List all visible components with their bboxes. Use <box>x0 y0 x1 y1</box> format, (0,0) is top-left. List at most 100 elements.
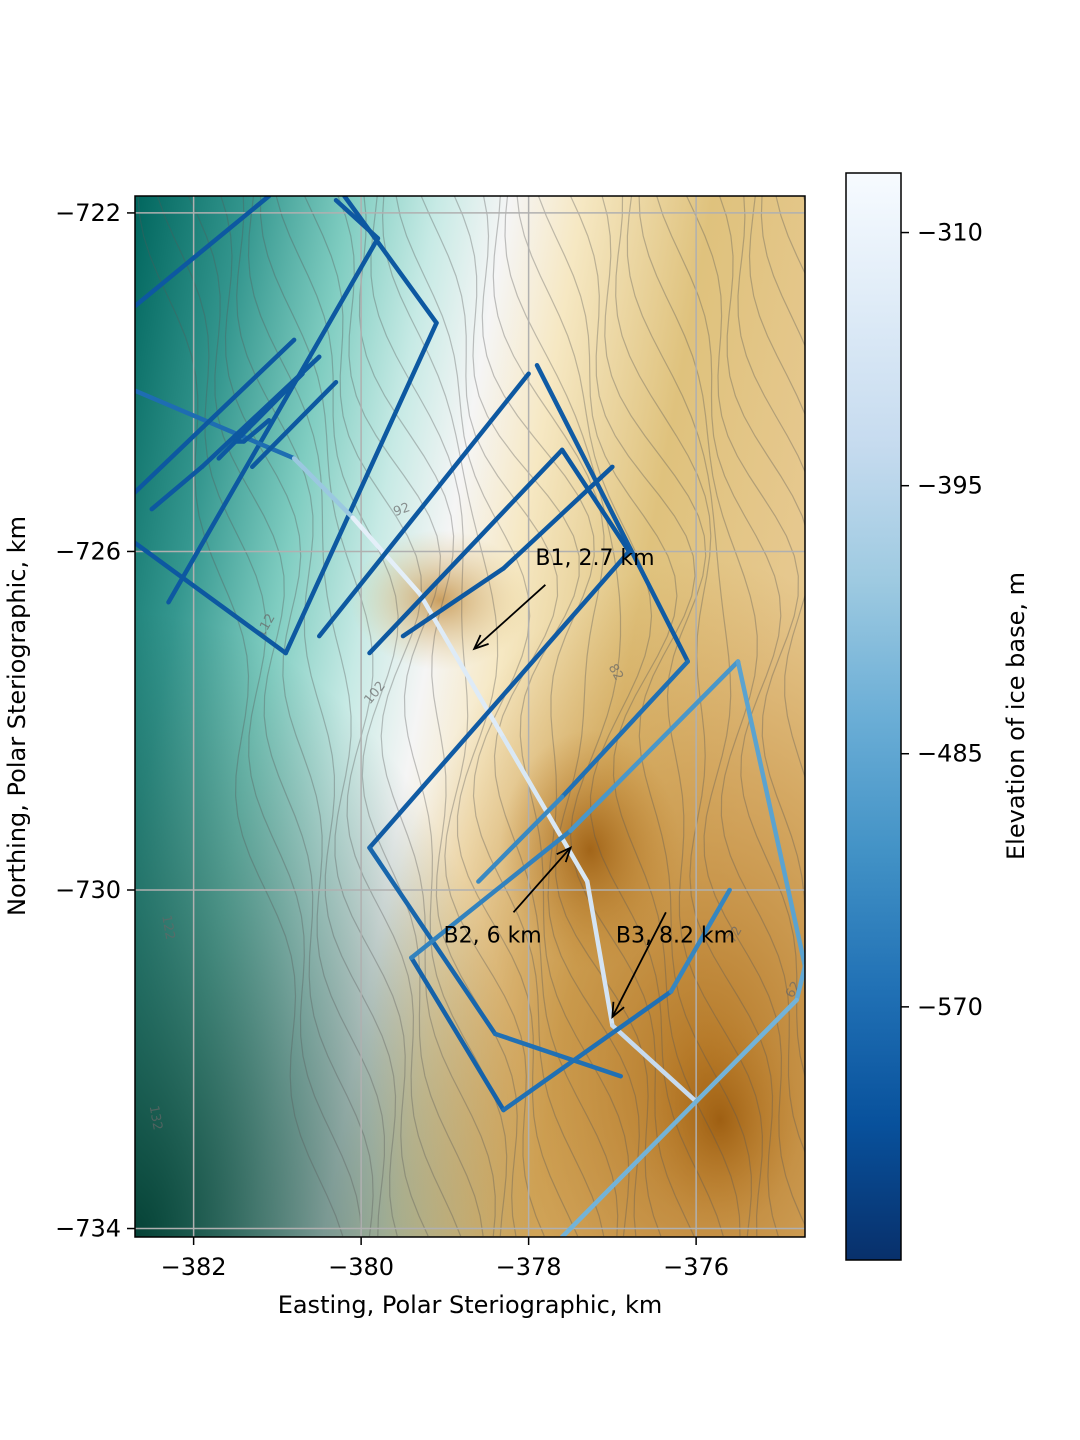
flight-line-segment <box>135 540 288 656</box>
flight-line-segment <box>568 659 741 834</box>
flight-line-segment <box>794 963 805 1003</box>
colorbar: −310 −395 −485 −570 Elevation of ice base, … <box>845 172 1030 1261</box>
x-tick-label: −376 <box>663 1253 729 1281</box>
contour-line <box>137 196 344 1237</box>
flight-line-segment <box>585 879 615 1028</box>
annotations: B1, 2.7 km B2, 6 km B3, 8.2 km <box>444 546 735 1019</box>
flight-line <box>317 371 531 639</box>
flight-line-segment <box>668 887 732 994</box>
flight-line-segment <box>559 1099 699 1237</box>
contour-line <box>569 196 752 1237</box>
flight-line-segment <box>166 236 381 605</box>
flight-line <box>367 447 565 656</box>
contour-line <box>481 196 640 1237</box>
colorbar-tick-label: −395 <box>917 472 983 500</box>
x-axis-ticks: −382 −380 −378 −376 <box>161 1237 729 1281</box>
flight-line-segment <box>559 659 690 800</box>
flight-line <box>135 196 439 656</box>
contour-line <box>247 196 429 1237</box>
flight-line-segment <box>135 388 297 461</box>
flight-line <box>135 337 297 495</box>
flight-line <box>250 379 339 470</box>
annotation-label: B1, 2.7 km <box>535 546 654 571</box>
flight-line-segment <box>283 320 439 656</box>
colorbar-frame <box>845 172 902 1261</box>
flight-line-segment <box>501 464 615 571</box>
colorbar-tick-label: −570 <box>917 993 983 1021</box>
contour-line <box>236 196 398 1237</box>
annotation-arrow-shaft <box>512 847 572 913</box>
flight-lines <box>135 196 805 1237</box>
contour-label: 92 <box>391 500 412 520</box>
y-tick-label: −726 <box>55 537 121 565</box>
x-tick-label: −380 <box>328 1253 394 1281</box>
flight-line <box>476 363 690 884</box>
flight-line-segment <box>476 794 565 884</box>
contour-line <box>537 196 741 1237</box>
contour-line <box>492 196 662 1237</box>
ridge-southeast <box>640 1010 800 1230</box>
flight-line <box>166 197 381 605</box>
flight-line-segment <box>492 1031 623 1079</box>
colorbar-tick-label: −310 <box>917 219 983 247</box>
flight-line-segment <box>241 418 272 444</box>
flight-line <box>135 196 272 309</box>
annotation-arrow-shaft <box>473 584 546 650</box>
contour-line <box>358 196 518 1237</box>
flight-line <box>233 418 272 444</box>
flight-line-segment <box>409 955 506 1113</box>
contour-line <box>686 196 805 987</box>
y-axis-ticks: −722 −726 −730 −734 <box>55 199 135 1243</box>
colorbar-label: Elevation of ice base, m <box>1002 572 1030 860</box>
flight-line-segment <box>367 447 565 656</box>
flight-line-segment <box>250 379 339 470</box>
contour-line <box>453 196 630 1237</box>
annotation-arrow-head <box>611 1001 625 1019</box>
flight-line-segment <box>610 1023 699 1104</box>
contour-line <box>337 196 508 1237</box>
annotation-label: B2, 6 km <box>444 923 542 948</box>
flight-line-segment <box>367 549 632 850</box>
y-axis-label: Northing, Polar Steriographic, km <box>3 516 31 916</box>
contour-label: 122 <box>158 914 177 941</box>
flight-line-segment <box>534 363 690 664</box>
flight-line-segment <box>501 735 590 884</box>
contour-line <box>304 196 496 1237</box>
flight-line-segment <box>735 659 805 969</box>
flight-line-segment <box>291 456 355 520</box>
y-tick-label: −722 <box>55 199 121 227</box>
flight-line-segment <box>216 371 305 461</box>
x-axis-label: Easting, Polar Steriographic, km <box>278 1291 663 1319</box>
contour-line <box>626 196 805 1227</box>
annotation-label: B3, 8.2 km <box>616 923 735 948</box>
contour-lines <box>137 196 805 1237</box>
annotation-arrow-head <box>472 634 489 651</box>
x-tick-label: −382 <box>161 1253 227 1281</box>
annotation-1: B1, 2.7 km <box>472 546 655 651</box>
contour-line <box>187 196 374 1237</box>
contour-label: 132 <box>146 1104 165 1131</box>
flight-line-segment <box>559 447 632 554</box>
annotation-arrow-shaft <box>611 911 667 1018</box>
flight-line-segment <box>333 197 381 241</box>
contour-label: 72 <box>724 924 745 946</box>
colorbar-tick-label: −485 <box>917 740 983 768</box>
contour-line <box>601 196 764 1237</box>
annotation-3: B3, 8.2 km <box>611 911 735 1019</box>
flight-line-segment <box>135 337 297 495</box>
flight-line <box>216 371 305 461</box>
flight-line <box>367 447 632 1079</box>
flight-line-segment <box>342 196 439 326</box>
flight-line-segment <box>409 828 573 960</box>
contour-line <box>259 196 462 1237</box>
x-tick-label: −378 <box>496 1253 562 1281</box>
flight-line-segment <box>149 464 205 512</box>
y-tick-label: −730 <box>55 876 121 904</box>
colorbar-gradient <box>846 173 901 1260</box>
contour-line <box>615 196 779 1237</box>
y-tick-label: −734 <box>55 1215 121 1243</box>
contour-line <box>395 196 605 1237</box>
contour-label: 82 <box>605 662 626 684</box>
